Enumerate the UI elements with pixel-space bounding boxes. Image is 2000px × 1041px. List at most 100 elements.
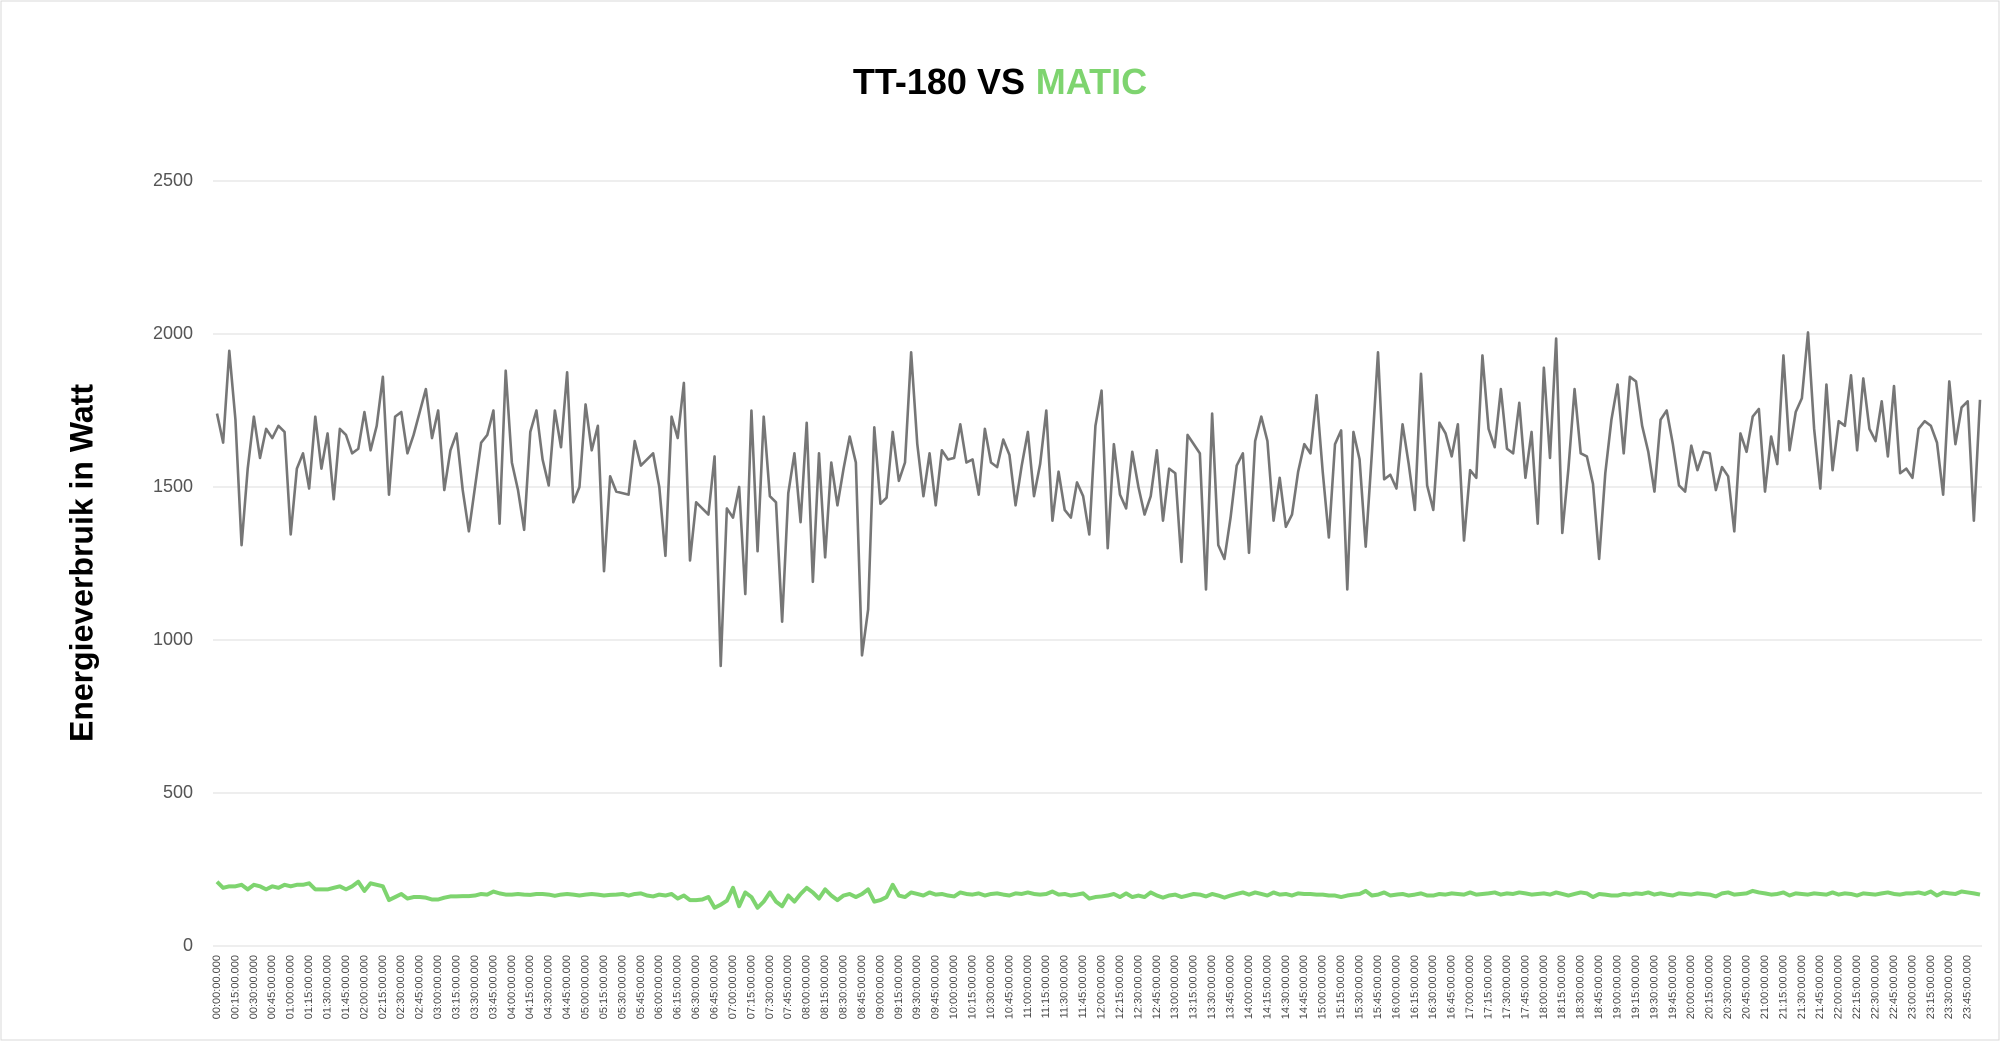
x-tick-label: 06:00:00.000 bbox=[653, 955, 665, 1019]
x-tick-label: 22:45:00.000 bbox=[1888, 955, 1900, 1019]
y-tick-label: 500 bbox=[163, 782, 193, 802]
x-tick-label: 21:45:00.000 bbox=[1814, 955, 1826, 1019]
x-tick-label: 18:15:00.000 bbox=[1556, 955, 1568, 1019]
x-tick-label: 00:30:00.000 bbox=[248, 955, 260, 1019]
x-tick-label: 01:45:00.000 bbox=[340, 955, 352, 1019]
series-line bbox=[215, 879, 1981, 910]
y-tick-label: 0 bbox=[183, 935, 193, 955]
x-tick-label: 18:30:00.000 bbox=[1575, 955, 1587, 1019]
x-tick-label: 10:15:00.000 bbox=[966, 955, 978, 1019]
x-tick-label: 01:15:00.000 bbox=[303, 955, 315, 1019]
x-tick-label: 14:45:00.000 bbox=[1298, 955, 1310, 1019]
x-tick-label: 04:45:00.000 bbox=[561, 955, 573, 1019]
x-tick-label: 05:45:00.000 bbox=[635, 955, 647, 1019]
x-tick-label: 19:30:00.000 bbox=[1648, 955, 1660, 1019]
x-tick-label: 10:45:00.000 bbox=[1003, 955, 1015, 1019]
x-tick-label: 12:45:00.000 bbox=[1151, 955, 1163, 1019]
x-tick-label: 12:00:00.000 bbox=[1095, 955, 1107, 1019]
x-tick-label: 16:30:00.000 bbox=[1427, 955, 1439, 1019]
x-tick-label: 07:45:00.000 bbox=[782, 955, 794, 1019]
x-tick-label: 21:30:00.000 bbox=[1796, 955, 1808, 1019]
x-tick-label: 17:15:00.000 bbox=[1482, 955, 1494, 1019]
x-tick-label: 11:15:00.000 bbox=[1040, 955, 1052, 1018]
x-tick-label: 13:00:00.000 bbox=[1169, 955, 1181, 1019]
x-tick-label: 12:15:00.000 bbox=[1114, 955, 1126, 1019]
x-tick-label: 09:45:00.000 bbox=[930, 955, 942, 1019]
x-tick-label: 17:00:00.000 bbox=[1464, 955, 1476, 1019]
x-tick-label: 00:15:00.000 bbox=[229, 955, 241, 1019]
x-tick-label: 20:00:00.000 bbox=[1685, 955, 1697, 1019]
x-tick-label: 22:15:00.000 bbox=[1851, 955, 1863, 1019]
x-tick-label: 18:45:00.000 bbox=[1593, 955, 1605, 1019]
x-tick-label: 08:45:00.000 bbox=[856, 955, 868, 1019]
x-tick-label: 02:30:00.000 bbox=[395, 955, 407, 1019]
x-tick-label: 20:45:00.000 bbox=[1740, 955, 1752, 1019]
x-tick-label: 22:30:00.000 bbox=[1869, 955, 1881, 1019]
x-tick-label: 08:15:00.000 bbox=[819, 955, 831, 1019]
x-tick-label: 14:30:00.000 bbox=[1280, 955, 1292, 1019]
x-tick-label: 17:45:00.000 bbox=[1519, 955, 1531, 1019]
x-tick-label: 07:15:00.000 bbox=[745, 955, 757, 1019]
x-tick-label: 09:15:00.000 bbox=[893, 955, 905, 1019]
x-tick-label: 23:30:00.000 bbox=[1943, 955, 1955, 1019]
x-tick-label: 10:30:00.000 bbox=[985, 955, 997, 1019]
x-tick-label: 17:30:00.000 bbox=[1501, 955, 1513, 1019]
x-tick-label: 03:00:00.000 bbox=[432, 955, 444, 1019]
y-axis-label: Energieverbruik in Watt bbox=[63, 384, 99, 742]
x-tick-label: 23:00:00.000 bbox=[1906, 955, 1918, 1019]
x-tick-label: 22:00:00.000 bbox=[1833, 955, 1845, 1019]
x-tick-label: 15:00:00.000 bbox=[1317, 955, 1329, 1019]
x-tick-label: 03:45:00.000 bbox=[487, 955, 499, 1019]
title-part: TT-180 VS bbox=[853, 61, 1025, 102]
x-tick-label: 14:15:00.000 bbox=[1261, 955, 1273, 1019]
y-tick-label: 1000 bbox=[153, 629, 193, 649]
x-tick-label: 16:45:00.000 bbox=[1446, 955, 1458, 1019]
x-tick-label: 15:15:00.000 bbox=[1335, 955, 1347, 1019]
x-tick-label: 16:15:00.000 bbox=[1409, 955, 1421, 1019]
x-tick-label: 11:45:00.000 bbox=[1077, 955, 1089, 1018]
x-tick-label: 02:00:00.000 bbox=[358, 955, 370, 1019]
x-tick-label: 12:30:00.000 bbox=[1132, 955, 1144, 1019]
x-tick-label: 05:30:00.000 bbox=[616, 955, 628, 1019]
x-tick-label: 07:00:00.000 bbox=[727, 955, 739, 1019]
x-tick-label: 11:00:00.000 bbox=[1022, 955, 1034, 1018]
x-tick-label: 19:45:00.000 bbox=[1667, 955, 1679, 1019]
x-tick-label: 00:45:00.000 bbox=[266, 955, 278, 1019]
x-tick-label: 10:00:00.000 bbox=[948, 955, 960, 1019]
x-tick-label: 18:00:00.000 bbox=[1538, 955, 1550, 1019]
x-tick-label: 23:15:00.000 bbox=[1925, 955, 1937, 1019]
y-tick-label: 2500 bbox=[153, 170, 193, 190]
x-tick-label: 02:45:00.000 bbox=[414, 955, 426, 1019]
x-tick-label: 03:30:00.000 bbox=[469, 955, 481, 1019]
x-tick-label: 06:45:00.000 bbox=[708, 955, 720, 1019]
x-tick-label: 06:15:00.000 bbox=[672, 955, 684, 1019]
x-tick-label: 21:00:00.000 bbox=[1759, 955, 1771, 1019]
title-part: MATIC bbox=[1036, 61, 1147, 102]
x-tick-label: 14:00:00.000 bbox=[1243, 955, 1255, 1019]
x-tick-label: 08:30:00.000 bbox=[837, 955, 849, 1019]
x-tick-label: 13:45:00.000 bbox=[1224, 955, 1236, 1019]
x-tick-label: 15:30:00.000 bbox=[1353, 955, 1365, 1019]
x-tick-label: 05:00:00.000 bbox=[579, 955, 591, 1019]
x-tick-label: 04:15:00.000 bbox=[524, 955, 536, 1019]
x-tick-label: 20:15:00.000 bbox=[1704, 955, 1716, 1019]
x-tick-label: 04:00:00.000 bbox=[506, 955, 518, 1019]
x-tick-label: 05:15:00.000 bbox=[598, 955, 610, 1019]
x-tick-label: 23:45:00.000 bbox=[1962, 955, 1974, 1019]
x-tick-label: 09:00:00.000 bbox=[874, 955, 886, 1019]
chart-title: TT-180 VS MATIC bbox=[853, 61, 1147, 102]
x-tick-label: 15:45:00.000 bbox=[1372, 955, 1384, 1019]
x-tick-label: 20:30:00.000 bbox=[1722, 955, 1734, 1019]
x-tick-label: 21:15:00.000 bbox=[1777, 955, 1789, 1019]
x-tick-label: 08:00:00.000 bbox=[801, 955, 813, 1019]
x-tick-label: 19:00:00.000 bbox=[1611, 955, 1623, 1019]
x-tick-label: 11:30:00.000 bbox=[1059, 955, 1071, 1018]
x-tick-label: 02:15:00.000 bbox=[377, 955, 389, 1019]
x-tick-label: 01:30:00.000 bbox=[321, 955, 333, 1019]
x-tick-label: 13:15:00.000 bbox=[1188, 955, 1200, 1019]
y-tick-label: 2000 bbox=[153, 323, 193, 343]
series-line bbox=[215, 331, 1982, 668]
x-tick-label: 03:15:00.000 bbox=[450, 955, 462, 1019]
